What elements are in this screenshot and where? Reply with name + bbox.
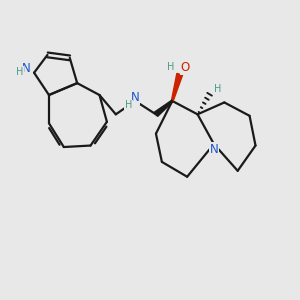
Text: N: N	[22, 62, 31, 75]
Text: H: H	[214, 84, 221, 94]
Text: N: N	[131, 91, 140, 104]
Text: H: H	[125, 100, 132, 110]
Text: N: N	[209, 143, 218, 156]
Polygon shape	[154, 100, 173, 116]
Text: H: H	[167, 62, 174, 72]
Text: O: O	[180, 61, 190, 74]
Text: H: H	[16, 67, 23, 77]
Polygon shape	[171, 74, 183, 101]
